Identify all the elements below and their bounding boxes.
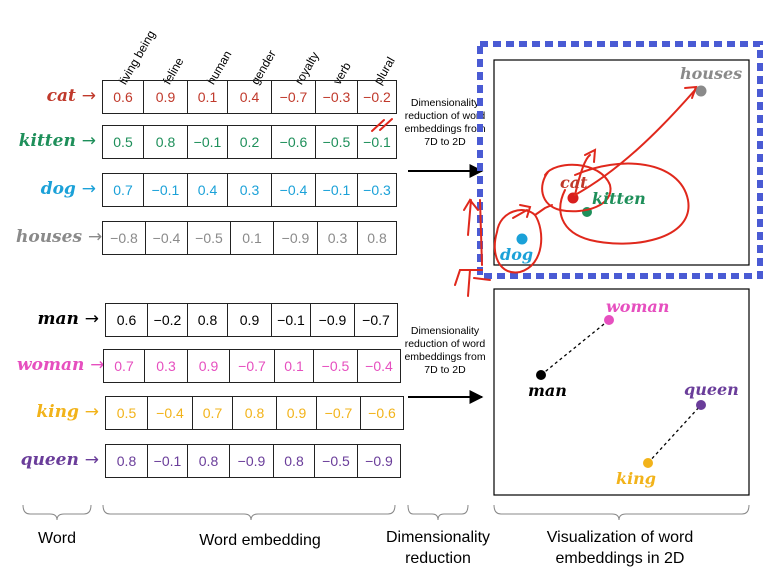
word-text: cat <box>46 86 76 106</box>
label-dog: dog <box>500 245 534 264</box>
word-label-dog: dog → <box>16 179 96 199</box>
word-label-kitten: kitten → <box>16 131 96 151</box>
bottom-label-dimred: Dimensionality reduction <box>385 529 491 567</box>
label-woman: woman <box>606 297 670 316</box>
embedding-row: 0.7 −0.1 0.4 0.3 −0.4 −0.1 −0.3 <box>102 173 397 207</box>
embedding-cell: −0.6 <box>360 396 404 430</box>
point-dog <box>516 233 528 245</box>
word-label-houses: houses → <box>16 227 102 247</box>
label-queen: queen <box>684 380 739 399</box>
label-cat: cat <box>560 173 588 192</box>
embedding-row: 0.6 0.9 0.1 0.4 −0.7 −0.3 −0.2 <box>102 80 397 114</box>
arrow-glyph: → <box>84 450 99 470</box>
embedding-row: 0.5 0.8 −0.1 0.2 −0.6 −0.5 −0.1 <box>102 125 397 159</box>
bottom-label-word: Word <box>38 530 76 547</box>
arrow-glyph: → <box>81 131 96 151</box>
embedding-cell: −0.9 <box>357 444 401 478</box>
handwritten-annotations <box>371 85 698 297</box>
embedding-cell: −0.4 <box>357 349 401 383</box>
embedding-cell: −0.7 <box>354 303 398 337</box>
embedding-row: 0.8 −0.1 0.8 −0.9 0.8 −0.5 −0.9 <box>105 444 401 478</box>
dim-reduction-text-bottom: Dimensionality reduction of word embeddi… <box>404 325 486 376</box>
label-king: king <box>616 469 656 488</box>
word-label-man: man → <box>19 309 99 329</box>
point-man <box>536 370 546 380</box>
point-houses <box>695 85 707 97</box>
word-text: houses <box>16 227 83 247</box>
arrow-glyph: → <box>81 86 96 106</box>
bottom-label-embedding: Word embedding <box>199 532 321 549</box>
label-kitten: kitten <box>592 189 646 208</box>
king-queen-line <box>647 404 702 464</box>
embedding-cell: 0.8 <box>357 221 397 255</box>
highlight-border <box>477 41 763 279</box>
arrow-glyph: → <box>87 227 103 247</box>
embedding-row: 0.7 0.3 0.9 −0.7 0.1 −0.5 −0.4 <box>103 349 401 383</box>
embedding-row: 0.6 −0.2 0.8 0.9 −0.1 −0.9 −0.7 <box>105 303 398 337</box>
embedding-cell: −0.2 <box>357 80 397 114</box>
arrow-glyph: → <box>84 309 99 329</box>
word-text: queen <box>20 450 79 470</box>
bottom-label-visual: Visualization of word embeddings in 2D <box>546 529 694 567</box>
word-text: woman <box>17 355 85 375</box>
word-label-king: king → <box>19 402 99 422</box>
embedding-cell: −0.3 <box>357 173 397 207</box>
point-queen <box>696 400 706 410</box>
plot-box-bottom <box>493 288 750 496</box>
word-text: king <box>36 402 79 422</box>
point-king <box>643 458 653 468</box>
embedding-row: 0.5 −0.4 0.7 0.8 0.9 −0.7 −0.6 <box>105 396 404 430</box>
dim-reduction-text-top: Dimensionality reduction of word embeddi… <box>404 97 486 148</box>
point-woman <box>604 315 614 325</box>
word-text: man <box>37 309 79 329</box>
label-man: man <box>528 381 567 400</box>
arrow-glyph: → <box>90 355 105 375</box>
plot-box-top <box>493 59 750 266</box>
label-houses: houses <box>680 64 743 83</box>
word-label-cat: cat → <box>16 86 96 106</box>
word-label-woman: woman → <box>17 355 105 375</box>
man-woman-line <box>540 319 610 376</box>
arrow-glyph: → <box>84 402 99 422</box>
word-label-queen: queen → <box>19 450 99 470</box>
arrow-glyph: → <box>81 179 96 199</box>
embedding-row: −0.8 −0.4 −0.5 0.1 −0.9 0.3 0.8 <box>102 221 397 255</box>
word-text: dog <box>40 179 76 199</box>
word-text: kitten <box>18 131 76 151</box>
